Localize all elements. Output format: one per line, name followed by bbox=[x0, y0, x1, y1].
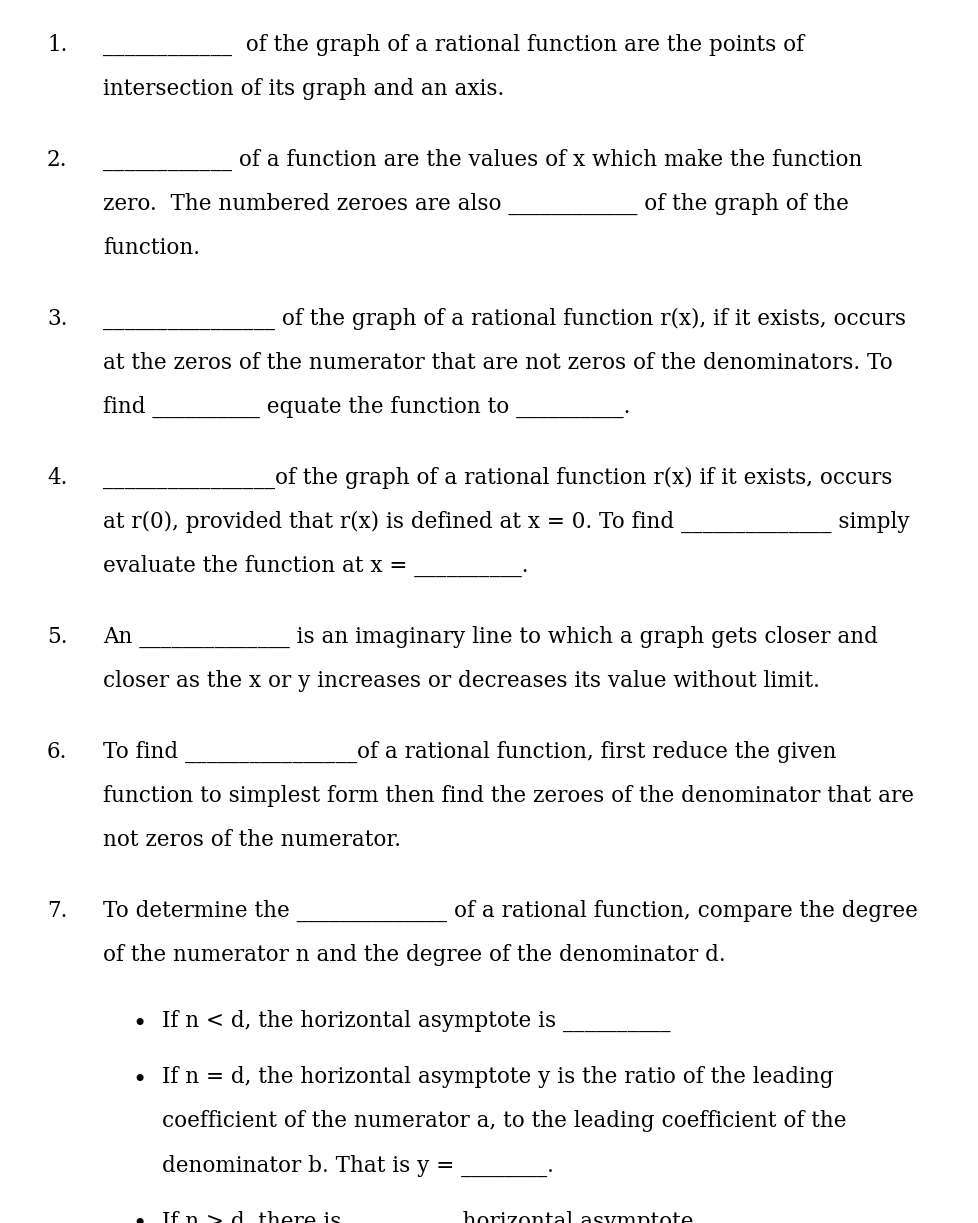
Text: An ______________ is an imaginary line to which a graph gets closer and: An ______________ is an imaginary line t… bbox=[103, 626, 876, 648]
Text: ________________ of the graph of a rational function r(x), if it exists, occurs: ________________ of the graph of a ratio… bbox=[103, 308, 905, 330]
Text: find __________ equate the function to __________.: find __________ equate the function to _… bbox=[103, 396, 630, 418]
Text: 4.: 4. bbox=[47, 467, 67, 489]
Text: 1.: 1. bbox=[47, 34, 67, 56]
Text: closer as the x or y increases or decreases its value without limit.: closer as the x or y increases or decrea… bbox=[103, 670, 819, 692]
Text: If n = d, the horizontal asymptote y is the ratio of the leading: If n = d, the horizontal asymptote y is … bbox=[161, 1066, 832, 1088]
Text: at the zeros of the numerator that are not zeros of the denominators. To: at the zeros of the numerator that are n… bbox=[103, 352, 892, 374]
Text: If n < d, the horizontal asymptote is __________: If n < d, the horizontal asymptote is __… bbox=[161, 1010, 669, 1032]
Text: zero.  The numbered zeroes are also ____________ of the graph of the: zero. The numbered zeroes are also _____… bbox=[103, 193, 848, 215]
Text: To find ________________of a rational function, first reduce the given: To find ________________of a rational fu… bbox=[103, 741, 835, 763]
Text: 3.: 3. bbox=[47, 308, 67, 330]
Text: coefficient of the numerator a, to the leading coefficient of the: coefficient of the numerator a, to the l… bbox=[161, 1110, 845, 1132]
Text: denominator b. That is y = ________.: denominator b. That is y = ________. bbox=[161, 1155, 553, 1177]
Text: •: • bbox=[132, 1069, 147, 1092]
Text: of the numerator n and the degree of the denominator d.: of the numerator n and the degree of the… bbox=[103, 944, 725, 966]
Text: function.: function. bbox=[103, 237, 200, 259]
Text: evaluate the function at x = __________.: evaluate the function at x = __________. bbox=[103, 555, 528, 577]
Text: •: • bbox=[132, 1013, 147, 1036]
Text: intersection of its graph and an axis.: intersection of its graph and an axis. bbox=[103, 78, 504, 100]
Text: 7.: 7. bbox=[47, 900, 67, 922]
Text: not zeros of the numerator.: not zeros of the numerator. bbox=[103, 829, 400, 851]
Text: ________________of the graph of a rational function r(x) if it exists, occurs: ________________of the graph of a ration… bbox=[103, 467, 891, 489]
Text: •: • bbox=[132, 1213, 147, 1223]
Text: 6.: 6. bbox=[47, 741, 67, 763]
Text: ____________  of the graph of a rational function are the points of: ____________ of the graph of a rational … bbox=[103, 34, 803, 56]
Text: If n > d, there is __________ horizontal asymptote.: If n > d, there is __________ horizontal… bbox=[161, 1211, 699, 1223]
Text: 2.: 2. bbox=[47, 149, 67, 171]
Text: ____________ of a function are the values of x which make the function: ____________ of a function are the value… bbox=[103, 149, 862, 171]
Text: To determine the ______________ of a rational function, compare the degree: To determine the ______________ of a rat… bbox=[103, 900, 916, 922]
Text: function to simplest form then find the zeroes of the denominator that are: function to simplest form then find the … bbox=[103, 785, 912, 807]
Text: at r(0), provided that r(x) is defined at x = 0. To find ______________ simply: at r(0), provided that r(x) is defined a… bbox=[103, 511, 909, 533]
Text: 5.: 5. bbox=[47, 626, 67, 648]
